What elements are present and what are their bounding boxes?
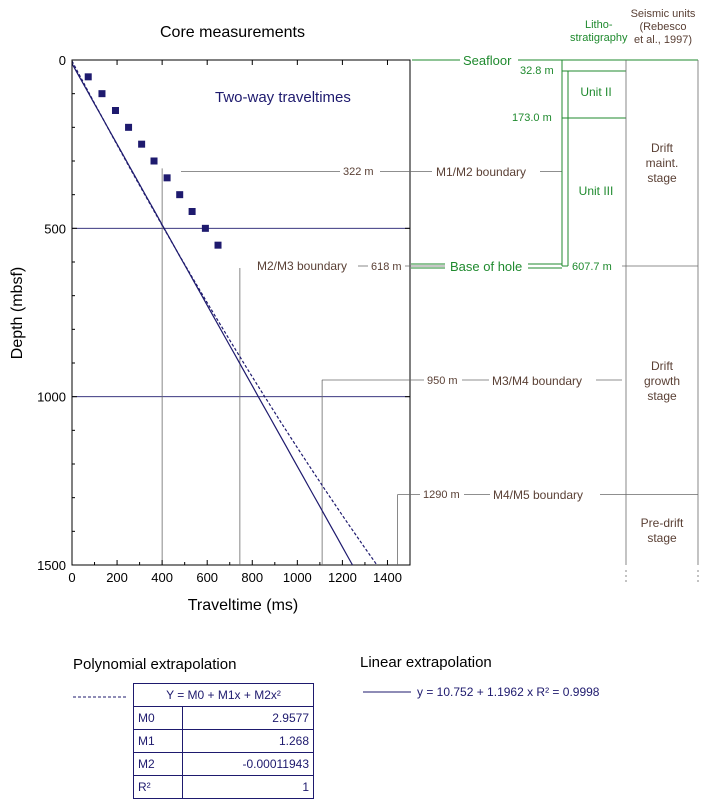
boundary-322-depth: 322 m — [343, 166, 374, 178]
litho-line-1: Litho- — [584, 19, 613, 31]
x-tick-label: 1000 — [283, 570, 312, 585]
x-tick-label: 800 — [241, 570, 263, 585]
y-tick-label: 0 — [59, 53, 66, 68]
coef-row-m1: M1 1.268 — [133, 729, 314, 753]
seismic-unit-2-line-1: Drift — [651, 359, 674, 373]
seismic-line-1: Seismic units — [630, 8, 696, 20]
base-of-hole-label: Base of hole — [450, 259, 522, 274]
equation-row: Y = M0 + M1x + M2x² — [133, 683, 314, 707]
boundary-1290-depth: 1290 m — [423, 489, 460, 501]
measurement-point — [150, 157, 158, 165]
lithostratigraphy-title: Litho- stratigraphy — [570, 19, 627, 45]
seismic-unit-3-line-2: stage — [647, 531, 677, 545]
measurement-points — [84, 73, 222, 249]
x-axis-label: Traveltime (ms) — [188, 597, 299, 614]
seismic-unit-1-line-1: Drift — [651, 141, 674, 155]
boundary-618-name: M2/M3 boundary — [257, 259, 347, 273]
unit-iii-label: Unit III — [579, 184, 614, 198]
measurement-point — [98, 90, 106, 98]
unit-ii-label: Unit II — [580, 85, 611, 99]
seismic-line-3: et al., 1997) — [633, 34, 693, 46]
coef-row-m2: M2 -0.00011943 — [133, 752, 314, 776]
measurement-point — [188, 208, 196, 215]
x-tick-label: 600 — [196, 570, 218, 585]
seismic-unit-drift-growth: Drift growth stage — [644, 359, 680, 403]
x-tick-label: 1400 — [373, 570, 402, 585]
linear-legend-title: Linear extrapolation — [360, 654, 492, 671]
unit-173-depth: 173.0 m — [512, 112, 552, 124]
coef-row-r2: R² 1 — [133, 775, 314, 799]
seismic-units-title: Seismic units (Rebesco et al., 1997) — [628, 8, 698, 47]
y-tick-label: 1000 — [37, 390, 66, 405]
measurement-point — [84, 73, 92, 81]
axis-ticks: 0 200 400 600 800 1000 1200 1400 0 500 1000 1500 — [37, 53, 410, 585]
traveltime-figure: 0 200 400 600 800 1000 1200 1400 0 500 1000 1500 Tw… — [9, 53, 699, 614]
coefficient-table: Y = M0 + M1x + M2x² M0 2.9577 M1 1.268 M… — [133, 683, 314, 799]
seismic-line-2: (Rebesco — [639, 21, 687, 33]
x-tick-label: 1200 — [328, 570, 357, 585]
base-of-hole-depth: 607.7 m — [572, 261, 612, 273]
plot-frame — [71, 59, 411, 566]
seismic-unit-2-line-2: growth — [644, 374, 680, 388]
boundary-950-name: M3/M4 boundary — [492, 374, 582, 388]
polynomial-legend-title: Polynomial extrapolation — [73, 656, 237, 673]
seafloor-label: Seafloor — [463, 53, 512, 68]
polynomial-legend-swatch — [73, 696, 128, 698]
coef-name: M0 — [133, 706, 183, 730]
boundary-618-depth: 618 m — [371, 261, 402, 273]
seismic-unit-1-line-3: stage — [647, 171, 677, 185]
linear-fit-line — [71, 63, 354, 566]
seismic-unit-1-line-2: maint. — [646, 156, 679, 170]
seismic-unit-pre-drift: Pre-drift stage — [641, 516, 684, 545]
coef-value: -0.00011943 — [182, 752, 314, 776]
measurement-point — [201, 224, 209, 232]
linear-legend-swatch — [363, 691, 411, 693]
polynomial-fit-line — [71, 60, 377, 565]
series-title: Two-way traveltimes — [215, 89, 351, 106]
coef-name: M1 — [133, 729, 183, 753]
seismic-unit-3-line-1: Pre-drift — [641, 516, 684, 530]
boundary-322-name: M1/M2 boundary — [436, 165, 526, 179]
measurement-point — [163, 174, 171, 182]
core-measurements-title: Core measurements — [160, 24, 305, 41]
x-tick-label: 0 — [68, 570, 75, 585]
measurement-point — [111, 107, 119, 114]
y-axis-label: Depth (mbsf) — [9, 267, 26, 359]
unit-32-depth: 32.8 m — [520, 65, 554, 77]
coef-value: 2.9577 — [182, 706, 314, 730]
boundary-markers — [161, 168, 399, 565]
boundary-950-depth: 950 m — [427, 375, 458, 387]
x-tick-label: 400 — [151, 570, 173, 585]
measurement-point — [125, 123, 133, 131]
coef-value: 1.268 — [182, 729, 314, 753]
y-tick-label: 1500 — [37, 558, 66, 573]
coef-name: M2 — [133, 752, 183, 776]
coef-name: R² — [133, 775, 183, 799]
measurement-point — [176, 191, 184, 199]
seismic-unit-2-line-3: stage — [647, 389, 677, 403]
measurement-point — [214, 241, 222, 249]
equation-cell: Y = M0 + M1x + M2x² — [133, 683, 314, 707]
coef-value: 1 — [182, 775, 314, 799]
boundary-1290-name: M4/M5 boundary — [493, 488, 583, 502]
linear-equation: y = 10.752 + 1.1962 x R² = 0.9998 — [417, 685, 600, 699]
coef-row-m0: M0 2.9577 — [133, 706, 314, 730]
seismic-unit-drift-maint: Drift maint. stage — [646, 141, 679, 185]
measurement-point — [138, 140, 146, 148]
x-tick-label: 200 — [106, 570, 128, 585]
litho-line-2: stratigraphy — [570, 32, 628, 44]
y-tick-label: 500 — [44, 221, 66, 236]
